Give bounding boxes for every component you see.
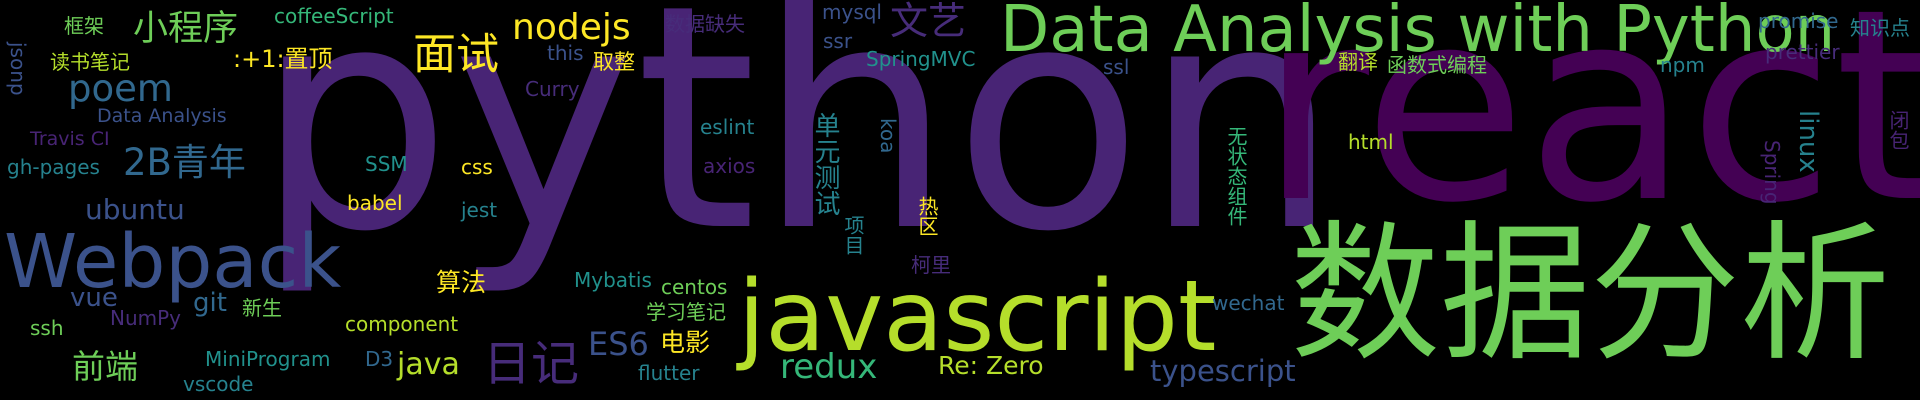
- word-quzheng: 取整: [593, 50, 635, 74]
- word-webpack: Webpack: [4, 219, 342, 305]
- word-suanfa: 算法: [436, 268, 487, 297]
- word-nodejs: nodejs: [512, 7, 631, 48]
- word-centos: centos: [661, 275, 728, 299]
- word-mianshi: 面试: [413, 30, 499, 80]
- word-miniprogram: MiniProgram: [205, 347, 331, 371]
- word-html: html: [1348, 130, 1394, 154]
- word-poem: poem: [68, 67, 173, 110]
- word-ubuntu: ubuntu: [85, 193, 185, 226]
- word-npm: npm: [1660, 53, 1705, 77]
- word-ssh: ssh: [30, 316, 64, 340]
- word-shujufenxi: 数据分析: [1290, 208, 1891, 382]
- word-keli: 柯里: [911, 253, 951, 277]
- word-jest: jest: [461, 198, 498, 222]
- word-promise: promise: [1758, 9, 1839, 33]
- word-linux: linux: [1793, 110, 1823, 173]
- word-dianying: 电影: [660, 328, 711, 357]
- word-re-zero: Re: Zero: [938, 351, 1044, 380]
- word-eslint: eslint: [700, 115, 755, 139]
- word-requ: 热区: [915, 196, 939, 236]
- word-git: git: [193, 288, 227, 318]
- word-java: java: [397, 347, 460, 382]
- word-javascript: javascript: [738, 260, 1217, 374]
- word-this: this: [547, 41, 584, 65]
- word-travis-ci: Travis CI: [30, 128, 110, 150]
- word-component: component: [345, 312, 459, 336]
- word-xinsheng: 新生: [242, 296, 282, 320]
- word-hanshushibiancheng: 函数式编程: [1387, 53, 1487, 77]
- word-ssl: ssl: [1103, 55, 1130, 79]
- word-typescript: typescript: [1150, 354, 1296, 388]
- word-coffeescript: coffeeScript: [274, 4, 394, 28]
- word-dushubiji: 读书笔记: [50, 50, 130, 74]
- word-curry: Curry: [525, 77, 580, 101]
- word-react: react: [1260, 0, 1920, 261]
- word-wuzhuangtaizujian: 无状态组件: [1224, 126, 1248, 226]
- word-gh-pages: gh-pages: [7, 155, 100, 179]
- word-bibao: 闭包: [1886, 110, 1910, 150]
- word-spring: Spring: [1760, 140, 1784, 205]
- word-es6: ES6: [588, 325, 649, 363]
- word-springmvc: SpringMVC: [866, 47, 976, 71]
- word-shujuqueshi: 数据缺失: [665, 12, 745, 36]
- word-wenyi: 文艺: [890, 0, 967, 43]
- word-vscode: vscode: [183, 372, 254, 396]
- word-qianduan: 前端: [72, 347, 138, 386]
- word-d3: D3: [365, 347, 394, 371]
- word-riji: 日记: [483, 336, 580, 392]
- word-xiaochengxu: 小程序: [133, 9, 239, 49]
- word-data-analysis-with-python: Data Analysis with Python: [1000, 0, 1836, 67]
- word-prettier: prettier: [1765, 40, 1840, 64]
- word-mysql: mysql: [822, 0, 882, 24]
- word-xuexibiji: 学习笔记: [646, 300, 726, 324]
- word-css: css: [461, 155, 493, 179]
- word-redux: redux: [780, 347, 878, 387]
- word-data-analysis: Data Analysis: [97, 105, 227, 127]
- word-kuangjia: 框架: [64, 14, 104, 38]
- word-python: python: [255, 0, 1340, 300]
- word-xiangmu: 项目: [841, 215, 865, 255]
- word-axios: axios: [703, 154, 756, 178]
- word-danyuanceshi: 单元测试: [810, 112, 840, 216]
- word-zhishidian: 知识点: [1850, 16, 1910, 40]
- word-jsonp: jsonp: [6, 42, 30, 96]
- word-wechat: wechat: [1212, 291, 1285, 315]
- word-mybatis: Mybatis: [574, 268, 652, 292]
- word-ssr: ssr: [823, 29, 853, 53]
- word-zhiding: :+1:置顶: [233, 45, 333, 73]
- word-babel: babel: [347, 191, 403, 215]
- word-fanyi: 翻译: [1338, 50, 1378, 74]
- word-koa: koa: [876, 118, 900, 154]
- word-ssm: SSM: [365, 152, 408, 176]
- word-2bqingnian: 2B青年: [123, 141, 246, 184]
- word-numpy: NumPy: [110, 306, 182, 330]
- word-flutter: flutter: [638, 361, 700, 385]
- word-vue: vue: [70, 283, 118, 313]
